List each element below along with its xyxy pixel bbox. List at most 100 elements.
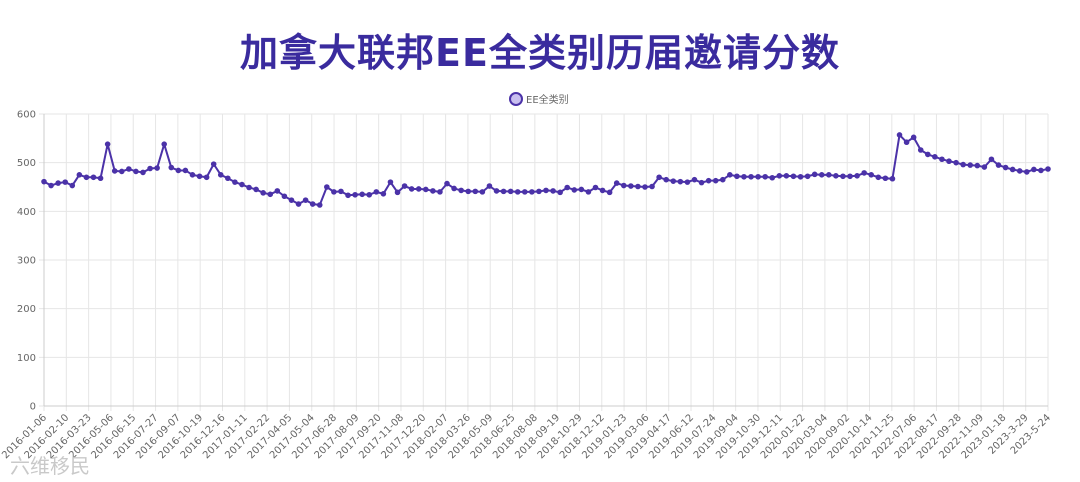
legend-label: EE全类别: [526, 93, 569, 106]
data-point: [444, 180, 450, 187]
data-point: [274, 188, 281, 194]
data-point: [932, 154, 938, 160]
data-point: [620, 182, 627, 189]
data-point: [818, 172, 825, 178]
data-point: [267, 191, 274, 198]
data-point: [1023, 169, 1030, 175]
data-point: [359, 191, 365, 198]
data-point: [889, 175, 896, 182]
data-point: [953, 159, 959, 166]
data-point: [507, 188, 514, 195]
y-tick-label: 600: [17, 110, 36, 121]
data-point: [783, 173, 790, 179]
data-point: [649, 183, 655, 190]
watermark: 六维移民: [10, 454, 90, 478]
data-point: [684, 179, 691, 185]
data-point: [613, 180, 620, 186]
data-point: [161, 141, 167, 147]
series: [41, 132, 1051, 208]
data-point: [500, 188, 507, 195]
data-point: [451, 185, 457, 192]
data-point: [981, 164, 988, 170]
data-point: [727, 172, 733, 178]
data-point: [797, 173, 804, 180]
data-point: [790, 173, 797, 180]
data-point: [140, 169, 146, 176]
data-point: [1038, 167, 1044, 174]
y-tick-label: 100: [17, 353, 36, 364]
data-point: [939, 156, 945, 163]
data-point: [514, 189, 521, 195]
data-point: [394, 189, 401, 196]
data-point: [281, 193, 288, 200]
data-point: [203, 174, 210, 181]
data-point: [769, 174, 776, 181]
data-point: [423, 186, 429, 193]
data-point: [988, 156, 995, 163]
data-point: [719, 176, 726, 183]
data-point: [324, 184, 330, 190]
y-tick-label: 200: [17, 304, 36, 315]
data-point: [1016, 168, 1023, 174]
data-point: [472, 188, 479, 195]
data-point: [493, 188, 500, 194]
data-point: [217, 172, 224, 178]
data-point: [910, 134, 917, 141]
data-point: [479, 189, 486, 195]
data-point: [925, 151, 931, 158]
data-point: [415, 186, 422, 192]
data-point: [550, 188, 556, 194]
data-point: [642, 184, 648, 190]
data-point: [196, 173, 203, 180]
data-point: [854, 173, 860, 179]
chart-title: 加拿大联邦EE全类别历届邀请分数: [240, 31, 840, 75]
data-point: [840, 173, 846, 180]
data-point: [578, 186, 585, 193]
data-point: [147, 165, 153, 172]
data-point: [118, 168, 125, 175]
data-point: [536, 188, 542, 195]
data-point: [253, 186, 259, 193]
data-point: [734, 173, 740, 180]
data-point: [210, 161, 217, 167]
data-point: [1031, 166, 1037, 173]
data-point: [635, 183, 641, 190]
data-point: [946, 158, 952, 165]
data-point: [960, 161, 966, 168]
legend-marker: [509, 92, 523, 106]
data-point: [698, 179, 705, 186]
data-point: [69, 182, 76, 189]
data-point: [126, 166, 132, 172]
data-point: [309, 201, 316, 207]
data-point: [83, 174, 90, 181]
data-point: [917, 147, 924, 153]
data-point: [656, 174, 662, 181]
data-point: [48, 182, 54, 189]
data-point: [387, 179, 394, 185]
legend[interactable]: EE全类别: [509, 92, 569, 106]
data-point: [903, 139, 910, 146]
data-point: [564, 184, 571, 191]
data-point: [182, 167, 189, 174]
data-point: [76, 172, 83, 178]
data-point: [861, 170, 867, 176]
data-point: [437, 189, 443, 195]
data-point: [373, 189, 380, 195]
data-point: [557, 189, 563, 196]
data-point: [352, 191, 358, 198]
data-point: [1045, 166, 1051, 172]
data-point: [458, 187, 464, 194]
data-point: [543, 187, 549, 194]
data-point: [486, 183, 493, 189]
data-point: [295, 201, 302, 207]
data-point: [875, 174, 882, 181]
y-tick-label: 300: [17, 256, 36, 267]
data-point: [302, 197, 309, 203]
data-point: [338, 188, 344, 195]
data-point: [1002, 164, 1009, 171]
data-point: [995, 162, 1002, 168]
data-point: [967, 162, 974, 168]
data-point: [529, 189, 535, 195]
y-tick-label: 500: [17, 158, 36, 169]
data-point: [677, 178, 684, 185]
